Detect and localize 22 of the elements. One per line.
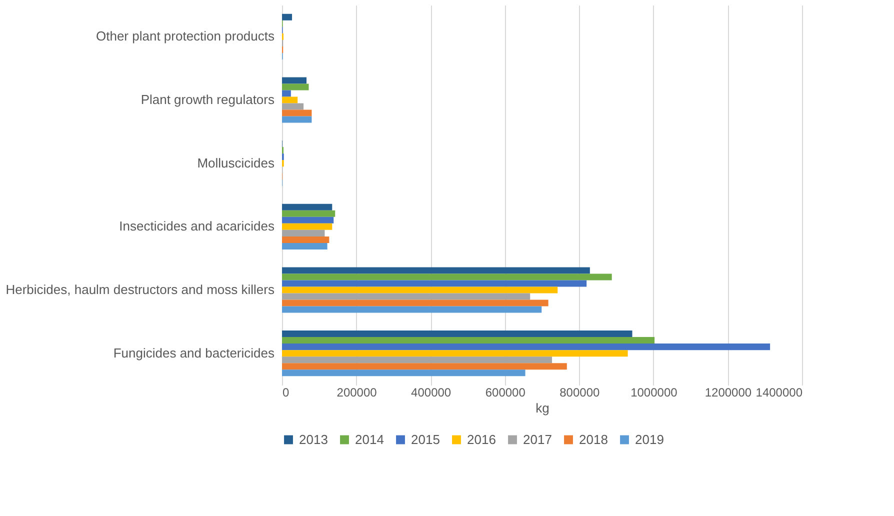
legend-label: 2014	[355, 432, 384, 447]
x-tick-label: 1000000	[630, 386, 678, 400]
x-tick-label: 1400000	[756, 386, 803, 400]
legend-label: 2018	[579, 432, 608, 447]
legend-label: 2017	[523, 432, 552, 447]
y-tick-label: Fungicides and bactericides	[113, 345, 275, 360]
legend-label: 2019	[635, 432, 664, 447]
x-tick-label: 0	[282, 386, 290, 400]
x-tick-label: 800000	[560, 386, 600, 400]
x-tick-label: 400000	[411, 386, 452, 400]
y-tick-label: Plant growth regulators	[140, 92, 275, 107]
legend-label: 2013	[299, 432, 328, 447]
x-tick-label: 600000	[485, 386, 526, 400]
y-tick-label: Insecticides and acaricides	[119, 218, 275, 234]
legend-label: 2016	[467, 432, 496, 447]
x-tick-label: 200000	[336, 386, 378, 400]
y-tick-label: Herbicides, haulm destructors and moss killers	[6, 282, 275, 297]
x-axis-title: kg	[536, 400, 550, 416]
x-tick-label: 1200000	[704, 386, 752, 400]
y-tick-label: Molluscicides	[197, 155, 275, 170]
y-tick-label: Other plant protection products	[96, 28, 275, 44]
legend-label: 2015	[411, 432, 440, 447]
